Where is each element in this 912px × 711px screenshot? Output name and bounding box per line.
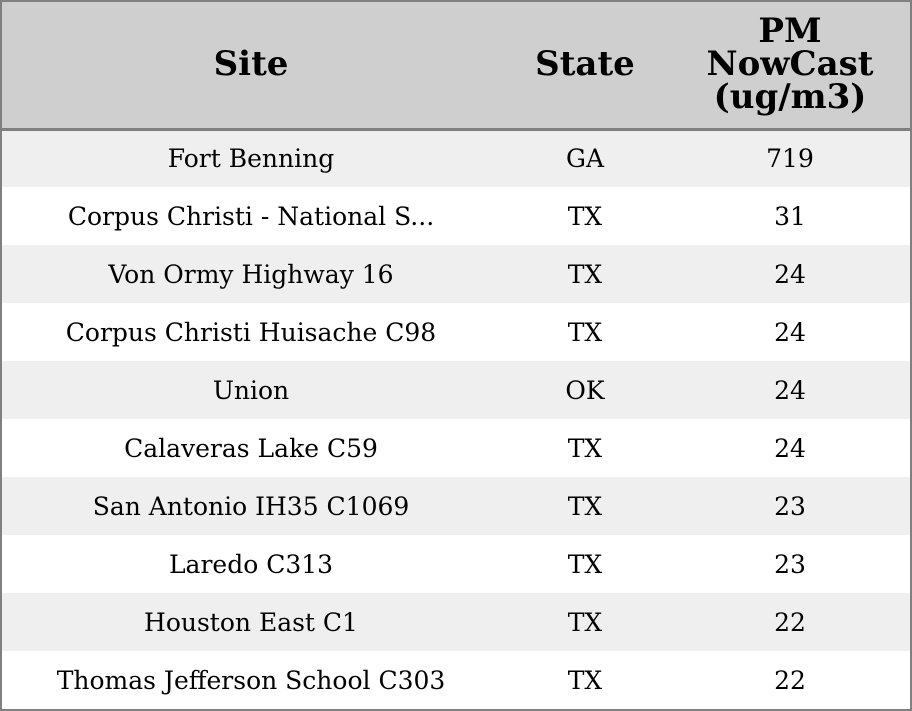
cell-pm: 719 (766, 144, 814, 174)
cell-site: Corpus Christi Huisache C98 (65, 317, 437, 347)
table-row: Corpus Christi Huisache C98 TX 24 (2, 303, 910, 361)
table-row: Union OK 24 (2, 361, 910, 419)
cell-state: TX (567, 317, 603, 347)
cell-pm: 24 (774, 375, 806, 405)
column-header-pm-line-1: PM (758, 11, 822, 52)
cell-site: Calaveras Lake C59 (124, 433, 378, 463)
cell-state: OK (565, 375, 605, 405)
table-row: Fort Benning GA 719 (2, 129, 910, 187)
table-row: Corpus Christi - National S... TX 31 (2, 187, 910, 245)
cell-state: TX (567, 201, 603, 231)
cell-site: Laredo C313 (168, 549, 334, 579)
cell-site: San Antonio IH35 C1069 (92, 491, 410, 521)
cell-state: TX (567, 665, 603, 695)
cell-state: GA (565, 144, 605, 174)
column-header-pm-line-3: (ug/m3) (713, 77, 867, 118)
cell-state: TX (567, 259, 603, 289)
cell-pm: 23 (774, 491, 806, 521)
cell-state: TX (567, 433, 603, 463)
cell-state: TX (567, 607, 603, 637)
cell-pm: 23 (774, 549, 806, 579)
table-row: Calaveras Lake C59 TX 24 (2, 419, 910, 477)
column-header-pm-nowcast: PM NowCast (ug/m3) (670, 2, 910, 131)
table-row: Von Ormy Highway 16 TX 24 (2, 245, 910, 303)
cell-site: Houston East C1 (144, 607, 358, 637)
table-row: Thomas Jefferson School C303 TX 22 (2, 651, 910, 709)
cell-site: Union (212, 375, 290, 405)
column-header-pm-line-2: NowCast (706, 44, 874, 85)
cell-pm: 31 (774, 201, 806, 231)
cell-site: Von Ormy Highway 16 (108, 259, 394, 289)
cell-state: TX (567, 491, 603, 521)
cell-pm: 22 (774, 665, 806, 695)
cell-site: Corpus Christi - National S... (67, 201, 435, 231)
cell-site: Thomas Jefferson School C303 (56, 665, 446, 695)
column-header-site: Site (2, 2, 500, 131)
table-row: Laredo C313 TX 23 (2, 535, 910, 593)
table-row: San Antonio IH35 C1069 TX 23 (2, 477, 910, 535)
cell-pm: 24 (774, 317, 806, 347)
table-row: Houston East C1 TX 22 (2, 593, 910, 651)
cell-pm: 24 (774, 259, 806, 289)
header-row: Site State PM NowCast (ug/m3) (2, 2, 910, 131)
column-header-state: State (500, 2, 670, 131)
cell-pm: 22 (774, 607, 806, 637)
cell-state: TX (567, 549, 603, 579)
cell-pm: 24 (774, 433, 806, 463)
cell-site: Fort Benning (167, 144, 335, 174)
